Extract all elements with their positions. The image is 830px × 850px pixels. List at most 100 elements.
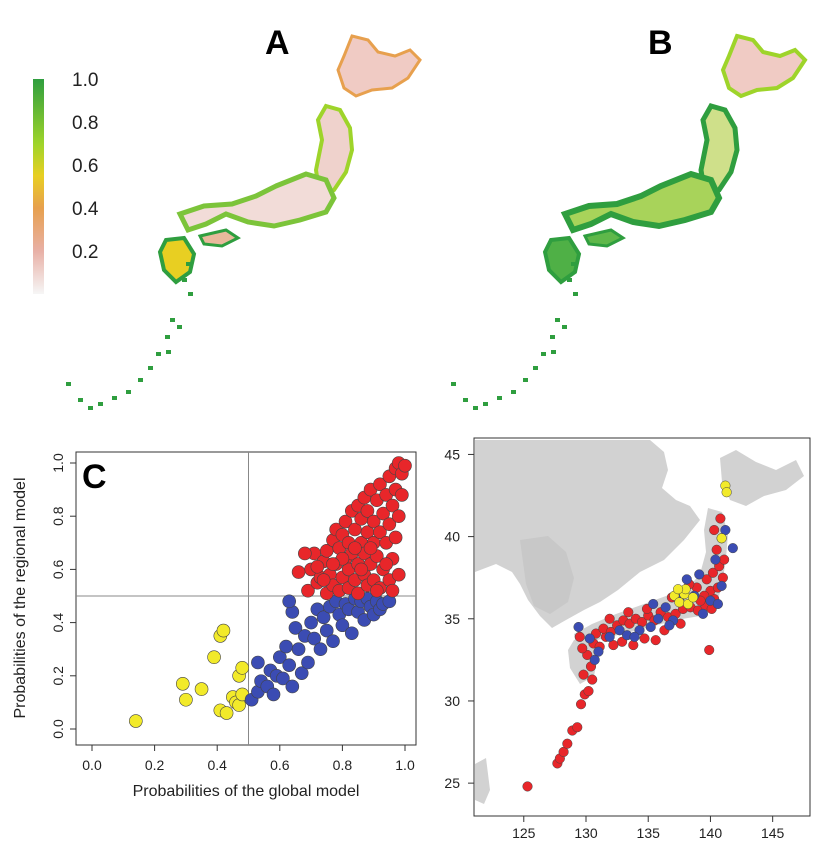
scatter-c-point-red bbox=[348, 541, 362, 555]
map-d-point-blue bbox=[720, 524, 731, 536]
scatter-c-xtick-label: 0.0 bbox=[82, 757, 102, 773]
map-d-xtick-label: 135 bbox=[637, 825, 661, 841]
scatter-c-point-red bbox=[310, 559, 325, 574]
scatter-c-point-blue bbox=[304, 615, 318, 630]
map-d-point-yellow bbox=[674, 597, 685, 608]
map-a-hokkaido bbox=[336, 34, 422, 98]
map-d-point-red bbox=[701, 574, 712, 585]
map-a-kyushu bbox=[157, 235, 197, 285]
scatter-c-point-blue bbox=[276, 671, 290, 686]
map-d-point-red bbox=[604, 613, 615, 624]
island-pixel bbox=[541, 352, 546, 356]
map-d-point-red bbox=[558, 746, 569, 757]
scatter-c-point-red bbox=[388, 530, 403, 545]
panel-letter-b: B bbox=[648, 24, 673, 62]
map-d-xtick-label: 145 bbox=[761, 825, 785, 841]
map-d-point-red bbox=[578, 669, 589, 680]
colorbar-tick-label: 1.0 bbox=[72, 70, 98, 91]
scatter-c-point-red bbox=[391, 509, 406, 524]
map-d-point-blue bbox=[573, 621, 584, 633]
colorbar-gradient bbox=[33, 79, 44, 294]
map-d-point-blue bbox=[604, 631, 615, 642]
scatter-c-point-red bbox=[338, 514, 353, 529]
map-d-point-blue bbox=[614, 625, 625, 636]
scatter-c-point-blue bbox=[291, 642, 306, 657]
island-pixel bbox=[156, 352, 161, 356]
scatter-c-ytick-label: 0.2 bbox=[50, 666, 66, 686]
map-b-japan bbox=[451, 33, 808, 410]
colorbar-tick-label: 0.6 bbox=[72, 156, 98, 177]
map-d-hokkaido bbox=[720, 450, 804, 506]
map-d-point-red bbox=[583, 686, 594, 697]
panel-letter-c: C bbox=[82, 458, 107, 496]
map-d-xtick-label: 130 bbox=[574, 825, 598, 841]
map-d-point-yellow bbox=[716, 533, 727, 544]
scatter-c-point-blue bbox=[266, 687, 281, 702]
map-b-hokkaido bbox=[720, 33, 808, 99]
island-pixel bbox=[533, 366, 538, 370]
island-pixel bbox=[78, 398, 83, 402]
scatter-c-point-red bbox=[354, 562, 368, 577]
map-d-point-blue bbox=[593, 646, 604, 657]
map-d-point-blue bbox=[727, 543, 738, 554]
map-d-ytick-label: 30 bbox=[444, 693, 460, 709]
scatter-c-point-red bbox=[291, 565, 306, 579]
map-d-point-red bbox=[715, 513, 726, 524]
island-pixel bbox=[497, 396, 502, 400]
scatter-c-point-red bbox=[391, 567, 406, 582]
map-d-ytick-label: 25 bbox=[444, 775, 460, 791]
scatter-c-point-red bbox=[395, 488, 409, 502]
map-d-xtick-label: 125 bbox=[512, 825, 536, 841]
island-pixel bbox=[138, 378, 143, 382]
scatter-c-ytick-label: 0.6 bbox=[50, 559, 66, 579]
map-d-point-blue bbox=[660, 602, 671, 613]
map-d-point-red bbox=[587, 674, 598, 685]
scatter-c-point-yellow bbox=[207, 650, 221, 664]
island-pixel bbox=[523, 378, 528, 382]
scatter-c-point-blue bbox=[316, 610, 331, 625]
scatter-c-xtick-label: 1.0 bbox=[395, 757, 415, 773]
map-d-point-yellow bbox=[687, 592, 699, 603]
map-d-point-red bbox=[574, 631, 585, 642]
scatter-c-point-blue bbox=[301, 655, 315, 670]
scatter-c-point-red bbox=[376, 506, 390, 521]
island-pixel bbox=[511, 390, 516, 394]
map-d: 125 130 135 140 145 25 30 35 40 45 bbox=[444, 437, 811, 841]
scatter-c-point-blue bbox=[313, 642, 328, 657]
map-d-point-blue bbox=[645, 621, 656, 633]
map-a-honshu-north bbox=[313, 103, 355, 199]
island-pixel bbox=[573, 292, 578, 296]
map-d-point-red bbox=[575, 699, 587, 710]
colorbar-tick-label: 0.2 bbox=[72, 242, 98, 263]
map-d-point-blue bbox=[694, 569, 705, 580]
map-d-point-blue bbox=[648, 598, 659, 610]
map-d-point-blue bbox=[712, 598, 723, 610]
scatter-c-point-red bbox=[366, 514, 381, 529]
scatter-c-point-yellow bbox=[219, 706, 234, 720]
scatter-c-point-yellow bbox=[129, 714, 143, 728]
scatter-c-point-blue bbox=[282, 594, 296, 609]
scatter-c-xlabel: Probabilities of the global model bbox=[133, 783, 360, 800]
map-d-korea bbox=[520, 536, 574, 614]
map-d-point-red bbox=[639, 633, 650, 644]
map-d-ytick-label: 35 bbox=[444, 611, 460, 627]
scatter-c-point-blue bbox=[285, 679, 300, 694]
scatter-c-point-yellow bbox=[179, 692, 193, 707]
scatter-c-point-red bbox=[301, 583, 315, 598]
scatter-c-ytick-label: 1.0 bbox=[50, 453, 66, 473]
island-pixel bbox=[66, 382, 71, 386]
scatter-c-point-red bbox=[373, 477, 387, 492]
map-d-point-red bbox=[719, 554, 730, 565]
island-pixel bbox=[88, 406, 93, 410]
scatter-c: 0.0 0.2 0.4 0.6 0.8 1.0 0.0 0.2 0.4 0.6 0.8 1.0 Pro… bbox=[12, 451, 417, 800]
scatter-c-point-red bbox=[360, 504, 375, 518]
map-d-point-red bbox=[650, 635, 661, 646]
scatter-c-point-blue bbox=[307, 631, 322, 646]
island-pixel bbox=[571, 262, 576, 266]
scatter-c-point-blue bbox=[335, 618, 350, 633]
map-d-point-red bbox=[577, 643, 588, 654]
scatter-c-point-red bbox=[316, 573, 331, 587]
island-pixel bbox=[473, 406, 478, 410]
map-d-point-blue bbox=[664, 620, 675, 631]
island-pixel bbox=[166, 350, 171, 354]
